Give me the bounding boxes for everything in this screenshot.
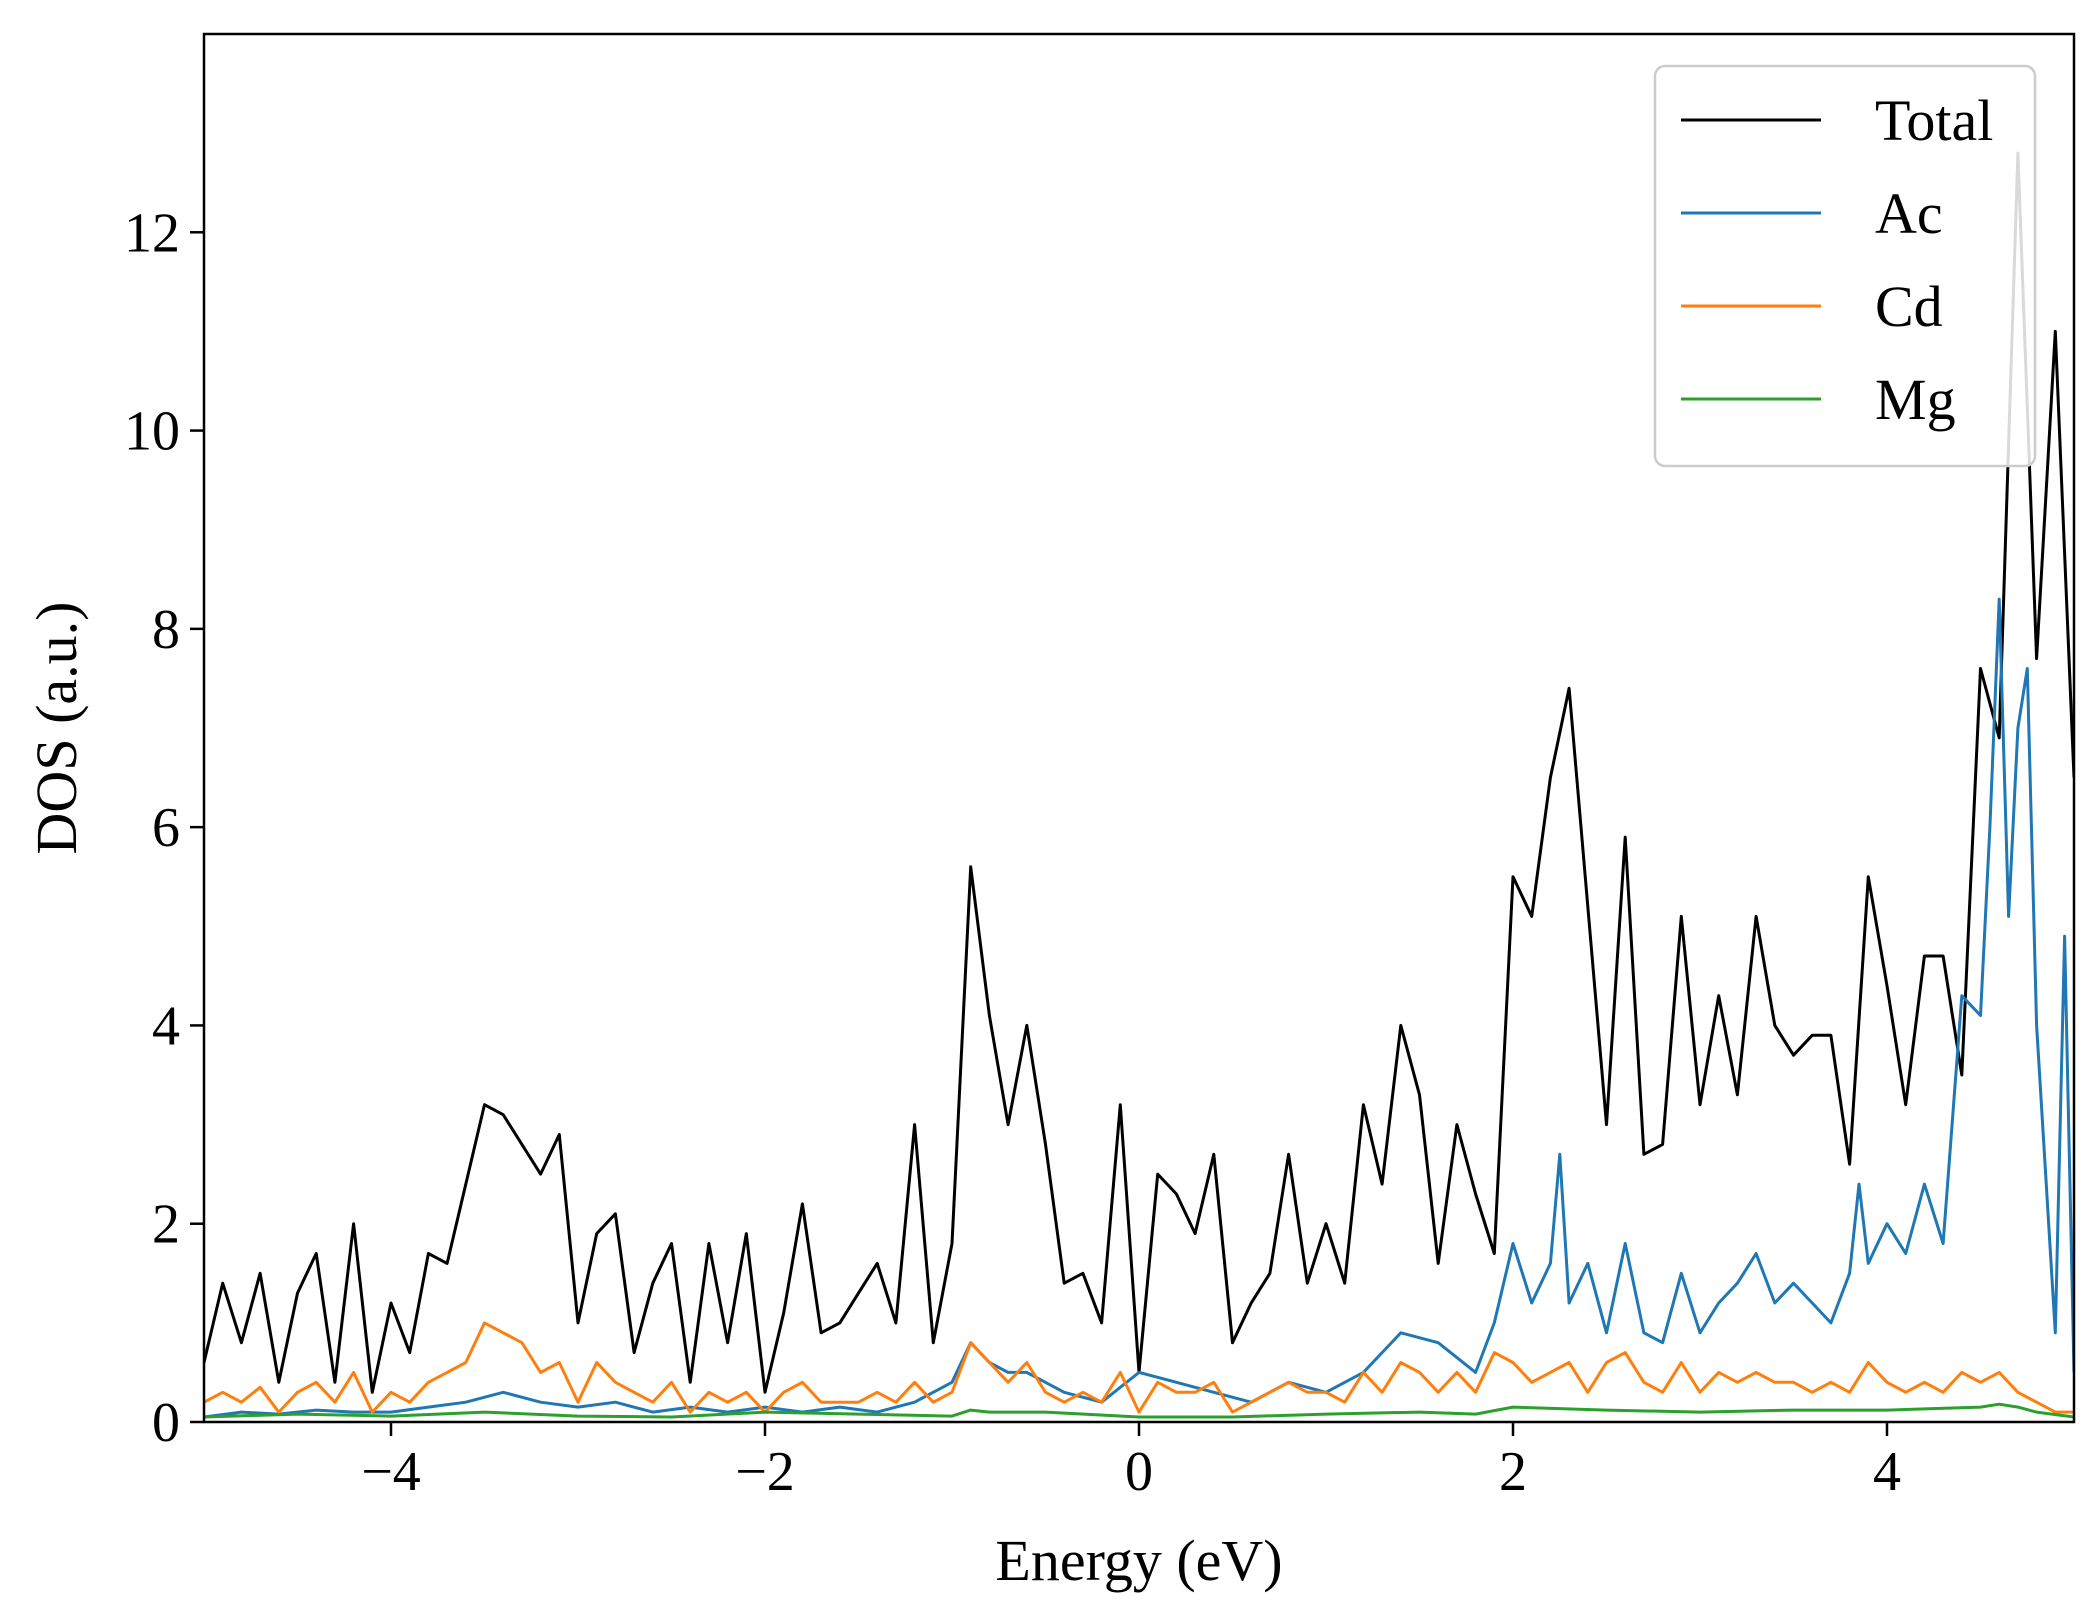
legend-label-mg: Mg [1875, 367, 1956, 432]
y-tick-label: 6 [152, 797, 180, 859]
y-tick-label: 2 [152, 1194, 180, 1256]
y-tick-label: 12 [124, 202, 180, 264]
legend-label-ac: Ac [1875, 181, 1943, 246]
x-axis-label: Energy (eV) [995, 1528, 1282, 1593]
legend-box [1653, 64, 2037, 468]
y-tick-label: 10 [124, 401, 180, 463]
series-line-cd [204, 1321, 2074, 1414]
y-tick-label: 0 [152, 1392, 180, 1454]
y-tick-label: 4 [152, 995, 180, 1057]
x-tick-label: −2 [735, 1441, 795, 1503]
x-axis-ticks: −4 −2 0 2 4 [361, 1422, 1901, 1503]
y-axis-ticks: 0 2 4 6 8 10 12 [124, 202, 204, 1454]
x-tick-label: 2 [1499, 1441, 1527, 1503]
series-line-mg [204, 1402, 2074, 1419]
y-tick-label: 8 [152, 599, 180, 661]
series-line-ac [204, 597, 2074, 1419]
x-tick-label: 0 [1125, 1441, 1153, 1503]
y-axis-label: DOS (a.u.) [24, 602, 89, 855]
series-group [204, 151, 2074, 1419]
legend-label-total: Total [1875, 88, 1993, 153]
legend-label-cd: Cd [1875, 274, 1943, 339]
x-tick-label: 4 [1873, 1441, 1901, 1503]
legend: Total Ac Cd Mg [1653, 64, 2037, 468]
x-tick-label: −4 [361, 1441, 421, 1503]
